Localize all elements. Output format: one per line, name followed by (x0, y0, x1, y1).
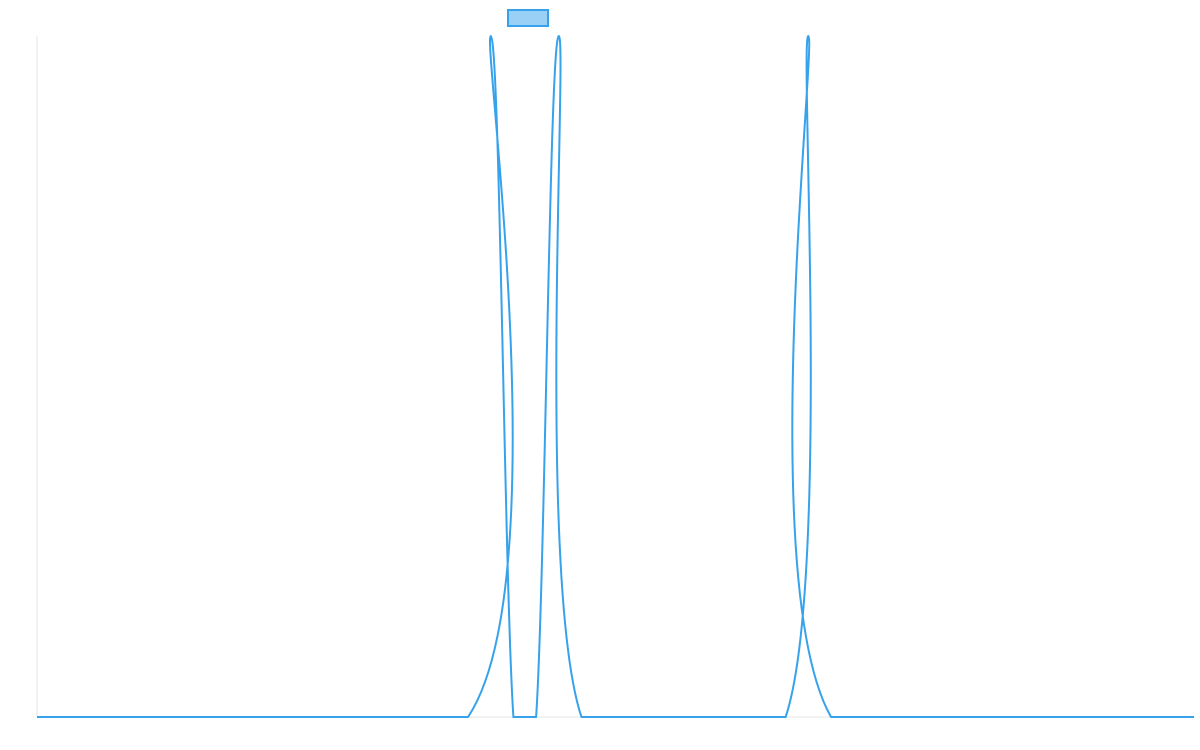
data-point-1-6[interactable] (556, 33, 562, 39)
series-line-1[interactable] (36, 35, 1194, 719)
legend-swatch-series-1[interactable] (507, 9, 549, 27)
data-point-1-9[interactable] (805, 33, 811, 39)
axes (36, 36, 1194, 718)
data-point-1-1[interactable] (34, 714, 40, 720)
data-point-1-5[interactable] (533, 714, 539, 720)
data-point-1-2[interactable] (465, 714, 471, 720)
data-point-1-11[interactable] (1191, 714, 1197, 720)
data-point-1-3[interactable] (488, 33, 494, 39)
series-layer (34, 33, 1197, 720)
data-point-1-7[interactable] (578, 714, 584, 720)
data-point-1-4[interactable] (510, 714, 516, 720)
legend[interactable] (507, 9, 549, 27)
data-point-1-8[interactable] (783, 714, 789, 720)
data-point-1-10[interactable] (828, 714, 834, 720)
